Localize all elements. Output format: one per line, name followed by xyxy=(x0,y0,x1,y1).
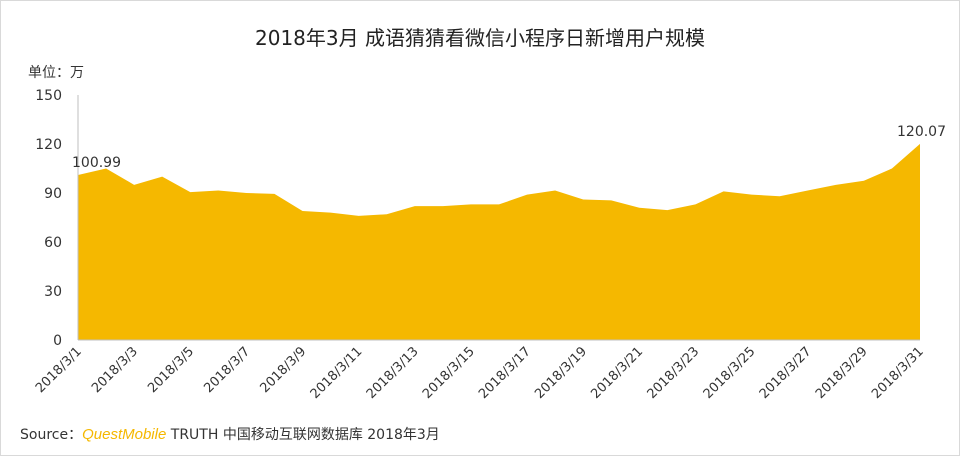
x-tick-label: 2018/3/5 xyxy=(145,344,197,396)
x-tick-label: 2018/3/3 xyxy=(89,344,141,396)
source-text: TRUTH 中国移动互联网数据库 2018年3月 xyxy=(166,427,440,443)
x-tick-label: 2018/3/11 xyxy=(308,344,366,402)
x-tick-label: 2018/3/13 xyxy=(364,344,422,402)
source-prefix: Source： xyxy=(20,427,83,443)
y-tick-label: 30 xyxy=(44,284,62,300)
x-tick-label: 2018/3/15 xyxy=(420,344,478,402)
source-brand: QuestMobile xyxy=(82,426,167,443)
x-tick-label: 2018/3/23 xyxy=(645,344,703,402)
chart-title: 2018年3月 成语猜猜看微信小程序日新增用户规模 xyxy=(255,26,705,50)
y-tick-label: 60 xyxy=(44,235,62,251)
x-tick-label: 2018/3/25 xyxy=(701,344,759,402)
x-tick-label: 2018/3/31 xyxy=(869,344,927,402)
area-series xyxy=(78,143,920,340)
source-note: Source：QuestMobile TRUTH 中国移动互联网数据库 2018… xyxy=(20,424,440,444)
data-label: 120.07 xyxy=(897,124,946,140)
x-tick-label: 2018/3/19 xyxy=(532,344,590,402)
y-tick-label: 150 xyxy=(35,88,62,104)
y-tick-label: 0 xyxy=(53,333,62,349)
x-tick-label: 2018/3/27 xyxy=(757,344,815,402)
x-tick-label: 2018/3/29 xyxy=(813,344,871,402)
unit-label: 单位：万 xyxy=(28,65,84,81)
data-label: 100.99 xyxy=(72,155,121,171)
x-tick-label: 2018/3/9 xyxy=(257,344,309,396)
x-tick-label: 2018/3/1 xyxy=(33,344,85,396)
x-tick-label: 2018/3/7 xyxy=(201,344,253,396)
y-tick-label: 90 xyxy=(44,186,62,202)
x-tick-label: 2018/3/21 xyxy=(588,344,646,402)
y-tick-label: 120 xyxy=(35,137,62,153)
x-tick-label: 2018/3/17 xyxy=(476,344,534,402)
